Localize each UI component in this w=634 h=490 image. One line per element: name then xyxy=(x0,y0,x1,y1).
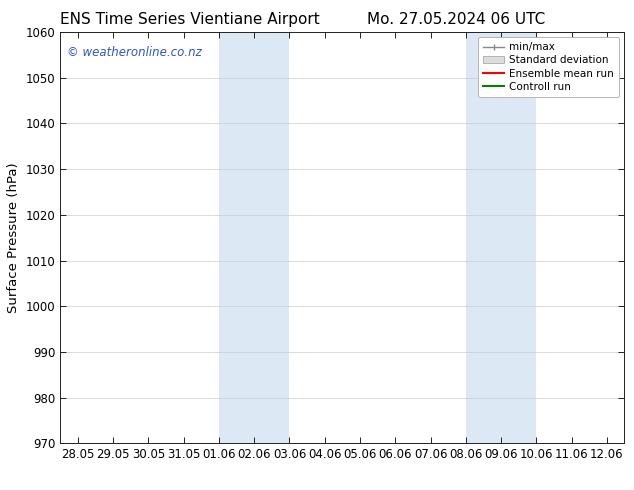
Bar xyxy=(219,32,290,443)
Bar xyxy=(466,32,536,443)
Text: © weatheronline.co.nz: © weatheronline.co.nz xyxy=(67,46,202,59)
Text: Mo. 27.05.2024 06 UTC: Mo. 27.05.2024 06 UTC xyxy=(367,12,546,27)
Text: ENS Time Series Vientiane Airport: ENS Time Series Vientiane Airport xyxy=(60,12,320,27)
Legend: min/max, Standard deviation, Ensemble mean run, Controll run: min/max, Standard deviation, Ensemble me… xyxy=(478,37,619,97)
Y-axis label: Surface Pressure (hPa): Surface Pressure (hPa) xyxy=(7,162,20,313)
